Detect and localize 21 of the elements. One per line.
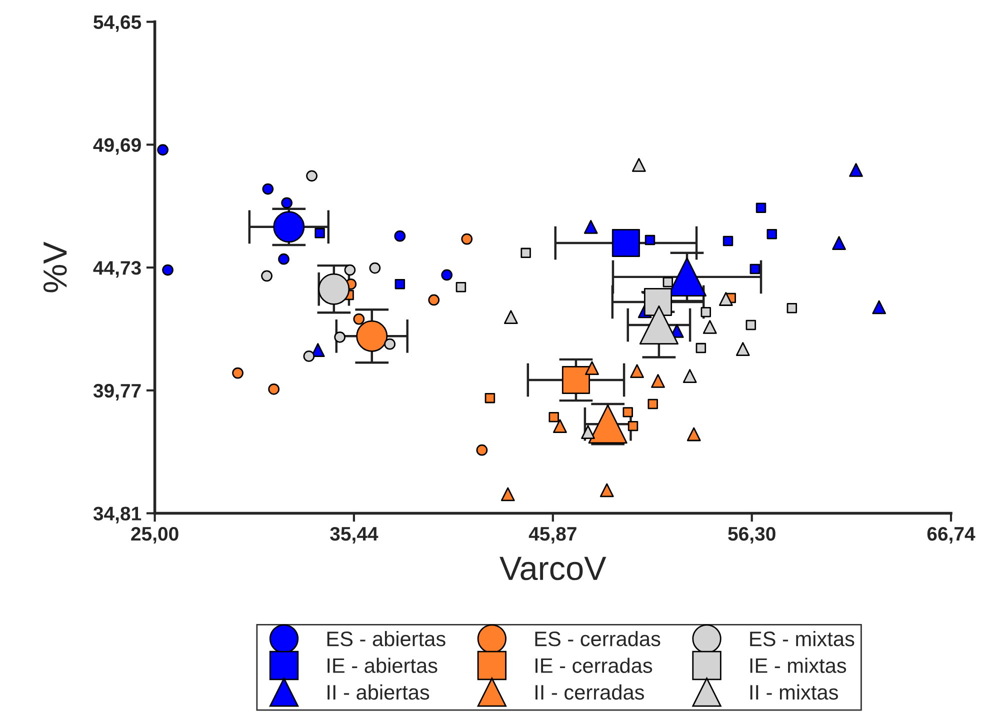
legend-label: II - abiertas (328, 684, 430, 700)
y-tick-label: 44,73 (93, 261, 141, 278)
x-tick-label: 45,87 (528, 526, 576, 544)
x-tick-label: 25,00 (131, 526, 178, 544)
y-tick-label: 34,81 (93, 506, 142, 524)
legend-label: IE - mixtas (750, 658, 846, 673)
y-tick-label: 39,77 (93, 384, 141, 400)
legend-label: ES - abiertas (327, 630, 446, 646)
legend-label: II - mixtas (750, 684, 838, 700)
y-tick-label: 49,69 (93, 138, 141, 155)
x-tick-label: 66,74 (927, 526, 976, 544)
legend-label: ES - mixtas (750, 630, 854, 646)
legend-label: ES - cerradas (535, 630, 660, 646)
y-tick-label: 54,65 (94, 15, 142, 32)
x-tick-label: 35,44 (330, 526, 378, 544)
x-tick-label: 56,30 (728, 526, 776, 544)
legend-label: IE - abiertas (328, 658, 438, 673)
x-axis-title: VarcoV (500, 556, 606, 580)
legend-label: II - cerradas (536, 684, 644, 700)
y-axis-title: %V (43, 242, 67, 292)
legend-label: IE - cerradas (536, 658, 652, 673)
